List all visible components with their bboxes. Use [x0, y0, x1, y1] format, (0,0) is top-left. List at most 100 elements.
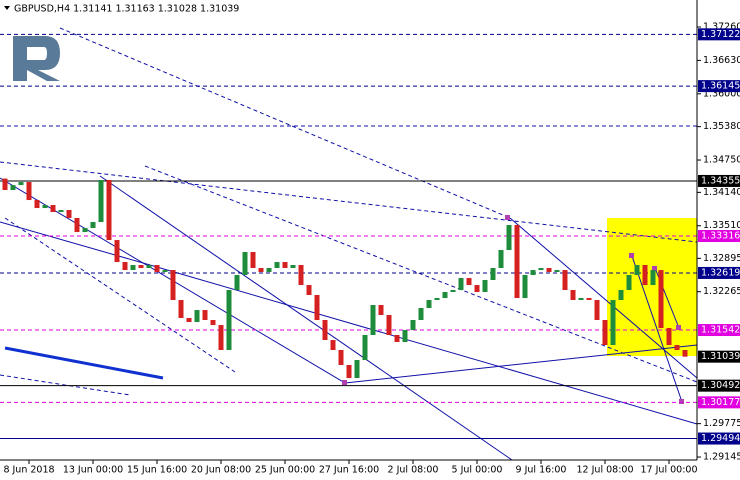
candle: [578, 298, 584, 301]
level-label: 1.32619: [701, 267, 740, 278]
level-label-box: [698, 230, 740, 243]
candle: [650, 270, 656, 286]
candle: [450, 290, 456, 293]
level-label: 1.33316: [701, 231, 740, 242]
level-label: 1.30177: [701, 397, 740, 408]
level-label: 1.29494: [701, 433, 740, 444]
y-tick-label: 1.29775: [703, 418, 740, 429]
level-label-box: [698, 379, 740, 392]
candle: [250, 252, 256, 269]
x-tick-label: 12 Jul 08:00: [577, 465, 634, 476]
candle: [434, 298, 440, 301]
x-tick-label: 17 Jul 00:00: [641, 465, 698, 476]
x-tick-label: 2 Jul 08:00: [388, 465, 439, 476]
candle: [266, 268, 272, 272]
level-label: 1.30492: [701, 380, 740, 391]
candle: [202, 310, 208, 321]
candle: [362, 334, 368, 361]
y-tick-label: 1.32895: [703, 253, 740, 264]
candle: [426, 300, 432, 309]
candle: [282, 262, 288, 269]
x-tick-label: 13 Jun 00:00: [63, 465, 123, 476]
level-label: 1.31039: [701, 351, 740, 362]
candle: [306, 285, 312, 295]
target-zone: [607, 218, 697, 356]
level-label-box: [698, 324, 740, 337]
y-tick-label: 1.34750: [703, 155, 740, 166]
x-tick-label: 9 Jul 16:00: [516, 465, 567, 476]
candle: [138, 264, 144, 269]
candle: [554, 270, 560, 272]
candle: [586, 298, 592, 301]
candle: [154, 264, 160, 272]
candle: [242, 252, 248, 276]
candle: [290, 264, 296, 269]
candle: [90, 222, 96, 229]
candle: [666, 328, 672, 346]
candle: [626, 275, 632, 291]
level-label: 1.34355: [701, 175, 740, 186]
levels: [0, 33, 697, 440]
level-label-box: [698, 396, 740, 409]
candle: [298, 264, 304, 286]
x-tick-label: 5 Jul 00:00: [452, 465, 503, 476]
candle: [610, 300, 616, 346]
level-label-box: [698, 266, 740, 279]
candle: [410, 320, 416, 331]
logo: [13, 36, 60, 81]
level-label: 1.31542: [701, 325, 740, 336]
axis-labels: 1.37260 1.36630 1.36000 1.35380 1.34750 1.341…: [3, 22, 740, 476]
candles: [2, 178, 688, 379]
candle: [498, 250, 504, 269]
candle: [370, 305, 376, 335]
candle: [258, 268, 264, 272]
trend-lines: [0, 27, 698, 461]
level-label-box: [698, 28, 740, 41]
candle: [602, 320, 608, 346]
candle: [682, 349, 688, 357]
y-tick-label: 1.34140: [703, 187, 740, 198]
candle: [674, 345, 680, 350]
candle: [322, 320, 328, 341]
title-icon: [4, 6, 10, 10]
candle: [642, 264, 648, 286]
y-tick-label: 1.29145: [703, 452, 740, 463]
candle: [98, 180, 104, 223]
candle: [274, 262, 280, 269]
candle: [330, 340, 336, 350]
candle: [634, 264, 640, 276]
y-tick-label: 1.36000: [703, 88, 740, 99]
y-tick-label: 1.37260: [703, 22, 740, 33]
candle: [418, 308, 424, 321]
candle: [338, 349, 344, 365]
candle: [18, 182, 24, 186]
candle: [66, 209, 72, 218]
candle: [2, 178, 8, 191]
candle: [162, 270, 168, 272]
y-tick-label: 1.33510: [703, 220, 740, 231]
candle: [186, 317, 192, 323]
candle: [234, 275, 240, 291]
x-tick-label: 8 Jun 2018: [3, 465, 54, 476]
candle: [146, 264, 152, 269]
candle: [26, 182, 32, 201]
candle: [82, 228, 88, 233]
candle: [194, 310, 200, 323]
candle: [442, 292, 448, 299]
candle: [522, 275, 528, 299]
candle: [506, 224, 512, 251]
x-tick-label: 20 Jun 08:00: [191, 465, 251, 476]
candle: [490, 268, 496, 280]
candle: [402, 330, 408, 342]
candle: [210, 320, 216, 326]
candle: [562, 270, 568, 291]
y-tick-label: 1.36630: [703, 55, 740, 66]
candle: [546, 268, 552, 272]
level-label: 1.36145: [701, 81, 740, 92]
y-tick-label: 1.32265: [703, 286, 740, 297]
candle: [114, 240, 120, 263]
candle: [42, 205, 48, 209]
candle: [466, 278, 472, 286]
candle: [474, 285, 480, 293]
